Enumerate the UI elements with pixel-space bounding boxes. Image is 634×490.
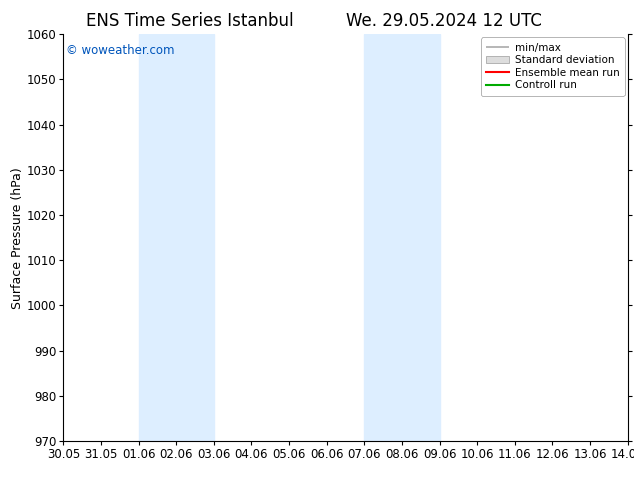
- Legend: min/max, Standard deviation, Ensemble mean run, Controll run: min/max, Standard deviation, Ensemble me…: [481, 37, 624, 96]
- Text: We. 29.05.2024 12 UTC: We. 29.05.2024 12 UTC: [346, 12, 541, 30]
- Text: © woweather.com: © woweather.com: [66, 45, 175, 57]
- Text: ENS Time Series Istanbul: ENS Time Series Istanbul: [86, 12, 294, 30]
- Y-axis label: Surface Pressure (hPa): Surface Pressure (hPa): [11, 167, 24, 309]
- Bar: [365, 34, 439, 441]
- Bar: [139, 34, 214, 441]
